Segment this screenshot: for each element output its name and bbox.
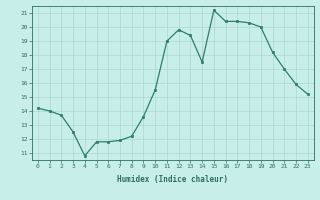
X-axis label: Humidex (Indice chaleur): Humidex (Indice chaleur): [117, 175, 228, 184]
